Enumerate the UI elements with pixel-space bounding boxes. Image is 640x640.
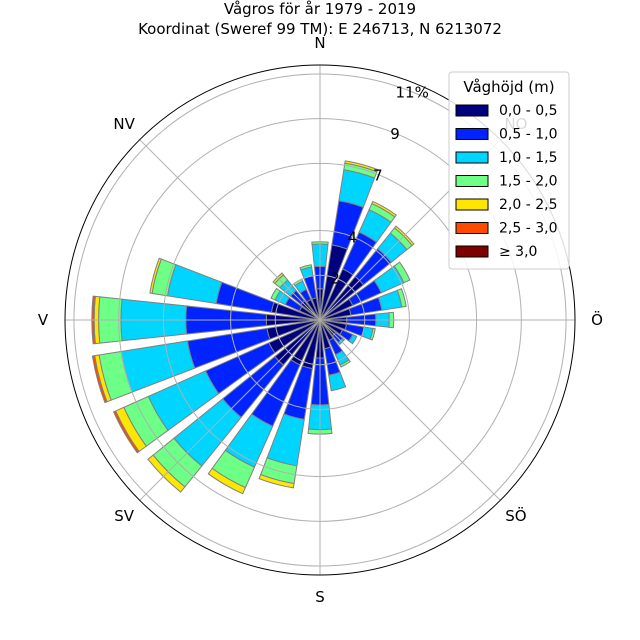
legend-label-4: 2,0 - 2,5: [499, 197, 557, 213]
ring-label-4: 4: [347, 228, 357, 246]
direction-label-5: SV: [114, 507, 135, 525]
ring-label-7: 7: [373, 166, 383, 184]
bar-segment-195-4: [258, 473, 295, 489]
legend-swatch-0: [455, 104, 489, 117]
ring-label-2: 2: [330, 270, 340, 288]
legend-label-5: 2,5 - 3,0: [499, 221, 557, 237]
direction-label-2: Ö: [591, 310, 603, 329]
bar-segment-285-1: [215, 281, 275, 313]
bar-segment-60-3: [393, 261, 411, 284]
outer-ring: [64, 64, 576, 576]
chart-title: Vågros för år 1979 - 2019: [224, 0, 416, 18]
legend-label-2: 1,0 - 1,5: [499, 150, 557, 166]
bar-segment-30-4: [371, 200, 397, 218]
bars-layer: [91, 160, 415, 495]
legend-swatch-4: [455, 198, 489, 211]
bar-segment-15-4: [344, 160, 379, 173]
bar-segment-345-3: [299, 264, 313, 271]
grid-layer: [64, 64, 576, 576]
legend-label-3: 1,5 - 2,0: [499, 174, 557, 190]
legend-title: Våghöjd (m): [463, 78, 554, 96]
bar-segment-75-3: [396, 288, 407, 308]
legend-swatch-2: [455, 151, 489, 164]
direction-label-4: S: [315, 588, 325, 606]
bar-segment-105-3: [369, 327, 376, 341]
bar-segment-285-2: [166, 264, 223, 305]
legend-label-6: ≥ 3,0: [499, 244, 537, 260]
bar-segment-255-5: [91, 355, 108, 404]
legend-frame: [448, 71, 570, 270]
legend-label-1: 0,5 - 1,0: [499, 127, 557, 143]
legend-swatch-5: [455, 222, 489, 234]
grid-spoke-225: [139, 319, 321, 501]
bar-segment-300-3: [270, 287, 281, 301]
grid-spoke-135: [319, 319, 501, 501]
bar-segment-120-2: [348, 333, 358, 345]
ring-label-11: 11%: [395, 84, 428, 102]
legend-items: 0,0 - 0,5 0,5 - 1,0 1,0 - 1,5 1,5 - 2,0 2,0 …: [455, 103, 557, 260]
legend-swatch-3: [455, 175, 489, 187]
bar-segment-210-4: [207, 467, 247, 495]
ring-label-9: 9: [390, 125, 400, 143]
legend: Våghöjd (m) 0,0 - 0,5 0,5 - 1,0 1,0 - 1,5 1…: [448, 71, 570, 270]
ring-labels: 2 4 7 9 11%: [330, 84, 428, 288]
bar-segment-150-3: [339, 359, 351, 368]
direction-label-3: SÖ: [505, 506, 526, 525]
legend-swatch-1: [455, 128, 489, 140]
legend-swatch-6: [455, 245, 489, 258]
direction-label-0: N: [314, 34, 325, 52]
bar-segment-285-4: [149, 257, 162, 294]
direction-label-7: NV: [113, 115, 135, 133]
bar-segment-240-5: [112, 410, 140, 454]
grid-spoke-315: [139, 139, 321, 321]
chart-subtitle: Koordinat (Sweref 99 TM): E 246713, N 62…: [138, 20, 502, 38]
bar-segment-165-2: [328, 371, 347, 392]
legend-label-0: 0,0 - 0,5: [499, 103, 557, 119]
direction-label-6: V: [38, 311, 49, 329]
